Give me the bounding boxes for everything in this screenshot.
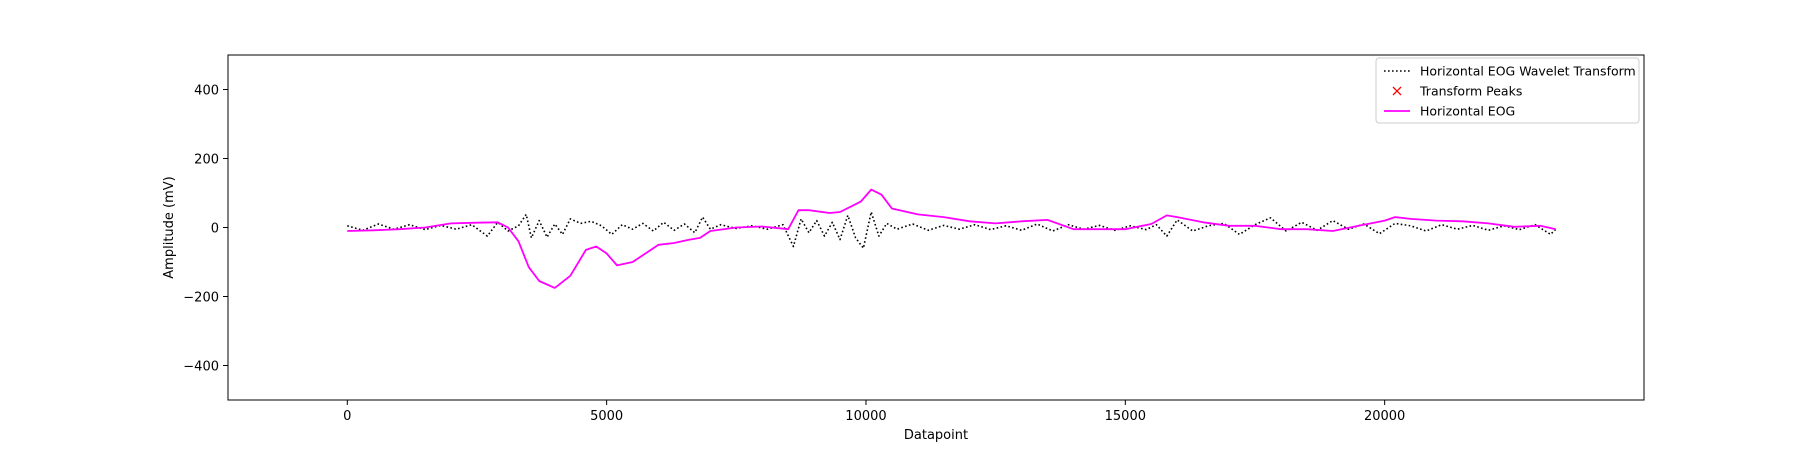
- legend-label: Horizontal EOG Wavelet Transform: [1420, 64, 1636, 79]
- y-axis-label: Amplitude (mV): [162, 176, 177, 278]
- y-tick-label: 400: [194, 84, 219, 99]
- legend-label: Horizontal EOG: [1420, 104, 1515, 119]
- legend-swatch-x-marker: [1392, 86, 1402, 96]
- series-line-horizontal-eog: [347, 188, 1556, 289]
- x-axis-label: Datapoint: [904, 428, 968, 443]
- legend-box: [1375, 57, 1640, 124]
- y-tick-label: 200: [194, 153, 219, 168]
- x-tick-label: 15000: [1105, 409, 1146, 424]
- y-tick-label: −400: [183, 360, 219, 375]
- y-tick-label: −200: [183, 291, 219, 306]
- legend-label: Transform Peaks: [1419, 84, 1522, 99]
- y-tick-label: 0: [211, 222, 219, 237]
- x-tick-label: 20000: [1364, 409, 1405, 424]
- legend: Horizontal EOG Wavelet Transform Transfor…: [1375, 57, 1640, 124]
- x-tick-label: 5000: [590, 409, 623, 424]
- x-tick-label: 0: [343, 409, 351, 424]
- y-axis: −400 −200 0 200 400: [183, 84, 228, 375]
- series-line-horizontal-eog-wavelet-transform: [347, 211, 1557, 249]
- x-axis: 0 5000 10000 15000 20000: [343, 400, 1405, 424]
- x-tick-label: 10000: [845, 409, 886, 424]
